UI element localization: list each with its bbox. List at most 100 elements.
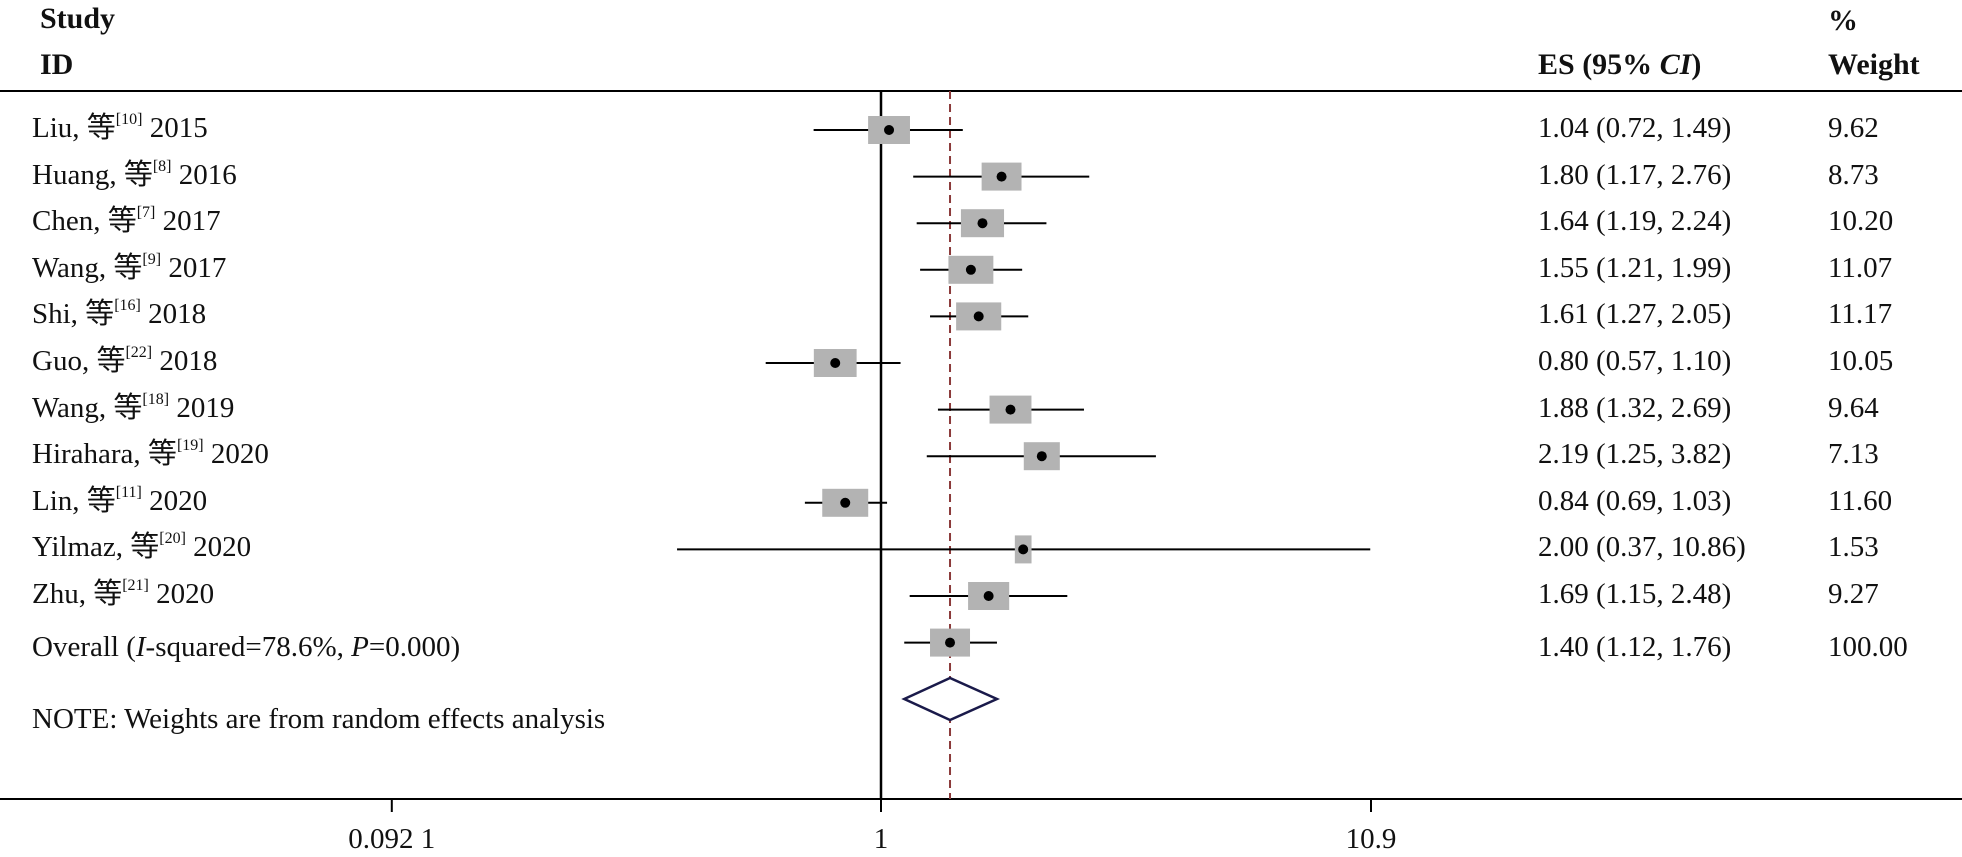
- es-header-ci: CI: [1659, 48, 1692, 81]
- x-tick-label: 10.9: [1345, 823, 1397, 855]
- study-es: 1.55 (1.21, 1.99): [1538, 251, 1732, 284]
- study-es: 1.88 (1.32, 2.69): [1538, 391, 1732, 424]
- overall-label: Overall (I-squared=78.6%, P=0.000): [32, 633, 460, 662]
- study-ref: [9]: [142, 250, 162, 268]
- point-estimate: [983, 591, 994, 601]
- study-es: 1.69 (1.15, 2.48): [1538, 578, 1732, 610]
- es-header-suffix: ): [1691, 48, 1702, 81]
- study-es: 1.61 (1.27, 2.05): [1538, 298, 1732, 331]
- study-es: 1.04 (0.72, 1.49): [1538, 112, 1732, 144]
- weight-header: Weight: [1828, 48, 1920, 81]
- study-author: Wang, 等: [32, 391, 143, 424]
- study-weight: 11.07: [1828, 251, 1893, 284]
- es-header-prefix: ES (95%: [1538, 48, 1660, 81]
- study-weight: 9.27: [1828, 578, 1879, 610]
- overall-label-prefix: Overall (: [32, 631, 136, 663]
- study-weight: 10.05: [1828, 345, 1894, 377]
- point-estimate: [1005, 404, 1016, 415]
- study-year: 2015: [142, 112, 208, 144]
- point-estimate: [1036, 451, 1047, 462]
- study-weight: 8.73: [1828, 158, 1879, 191]
- study-author: Chen, 等: [32, 205, 137, 238]
- x-tick-label: 0.092 1: [348, 823, 436, 855]
- pooled-diamond: [901, 676, 1001, 722]
- weight-header-percent: %: [1828, 4, 1858, 37]
- note-text: NOTE: Weights are from random effects an…: [32, 703, 606, 735]
- overall-label-suffix: =0.000): [368, 631, 461, 663]
- id-header: ID: [40, 48, 74, 81]
- es-header: ES (95% CI): [1538, 50, 1701, 80]
- study-author: Shi, 等: [32, 298, 115, 331]
- study-author: Yilmaz, 等: [32, 531, 160, 564]
- point-estimate: [830, 358, 841, 368]
- study-weight: 11.60: [1828, 484, 1893, 517]
- study-label: Huang, 等[8] 2016: [32, 157, 237, 191]
- study-ref: [16]: [114, 297, 141, 315]
- study-label: Zhu, 等[21] 2020: [32, 577, 215, 610]
- study-year: 2019: [169, 391, 235, 424]
- study-author: Liu, 等: [32, 112, 116, 144]
- study-label: Chen, 等[7] 2017: [32, 204, 221, 238]
- study-label: Wang, 等[18] 2019: [32, 390, 235, 424]
- study-ref: [8]: [152, 157, 172, 175]
- point-estimate: [996, 171, 1007, 182]
- study-weight: 7.13: [1828, 438, 1879, 471]
- study-author: Guo, 等: [32, 345, 126, 377]
- study-ref: [21]: [122, 577, 149, 594]
- overall-es: 1.40 (1.12, 1.76): [1538, 631, 1732, 663]
- study-label: Yilmaz, 等[20] 2020: [32, 530, 252, 564]
- study-es: 0.80 (0.57, 1.10): [1538, 345, 1732, 377]
- study-year: 2020: [148, 578, 215, 610]
- study-year: 2020: [203, 438, 269, 471]
- study-weight: 9.64: [1828, 391, 1879, 424]
- overall-label-middle: -squared=78.6%,: [145, 631, 352, 663]
- study-ref: [19]: [176, 437, 204, 455]
- study-label: Guo, 等[22] 2018: [32, 344, 218, 377]
- study-label: Hirahara, 等[19] 2020: [32, 437, 269, 471]
- point-estimate: [977, 218, 988, 229]
- study-year: 2018: [152, 345, 218, 377]
- study-label: Lin, 等[11] 2020: [32, 483, 208, 517]
- study-label: Shi, 等[16] 2018: [32, 297, 207, 331]
- study-year: 2020: [185, 531, 252, 564]
- study-author: Huang, 等: [32, 158, 153, 191]
- point-estimate: [965, 264, 976, 275]
- study-year: 2017: [155, 205, 221, 238]
- study-es: 0.84 (0.69, 1.03): [1538, 484, 1732, 517]
- study-year: 2016: [171, 158, 237, 191]
- study-author: Zhu, 等: [32, 578, 123, 610]
- study-ref: [7]: [136, 204, 156, 222]
- study-es: 2.00 (0.37, 10.86): [1538, 531, 1746, 564]
- study-es: 1.64 (1.19, 2.24): [1538, 205, 1732, 238]
- overall-label-i: I: [135, 631, 146, 663]
- overall-label-p: P: [351, 631, 369, 663]
- study-author: Lin, 等: [32, 484, 116, 517]
- study-weight: 1.53: [1828, 531, 1879, 564]
- study-weight: 10.20: [1828, 205, 1894, 238]
- study-year: 2018: [140, 298, 207, 331]
- study-ref: [18]: [142, 390, 170, 408]
- overall-weight: 100.00: [1828, 631, 1908, 663]
- study-ref: [10]: [115, 111, 143, 128]
- study-ref: [11]: [115, 483, 142, 501]
- study-header: Study: [40, 2, 116, 35]
- study-es: 2.19 (1.25, 3.82): [1538, 438, 1732, 471]
- study-es: 1.80 (1.17, 2.76): [1538, 158, 1732, 191]
- point-estimate: [973, 311, 984, 322]
- point-estimate: [840, 497, 851, 508]
- x-tick-label: 1: [873, 823, 889, 855]
- study-label: Liu, 等[10] 2015: [32, 111, 208, 144]
- study-weight: 9.62: [1828, 112, 1879, 144]
- study-label: Wang, 等[9] 2017: [32, 250, 227, 284]
- study-year: 2017: [161, 251, 227, 284]
- study-ref: [22]: [125, 344, 153, 361]
- point-estimate: [1018, 544, 1029, 555]
- study-author: Hirahara, 等: [32, 438, 177, 471]
- study-weight: 11.17: [1828, 298, 1893, 331]
- overall-point: [945, 637, 956, 648]
- study-ref: [20]: [159, 530, 186, 548]
- point-estimate: [884, 125, 895, 135]
- study-year: 2020: [141, 484, 208, 517]
- study-author: Wang, 等: [32, 251, 143, 284]
